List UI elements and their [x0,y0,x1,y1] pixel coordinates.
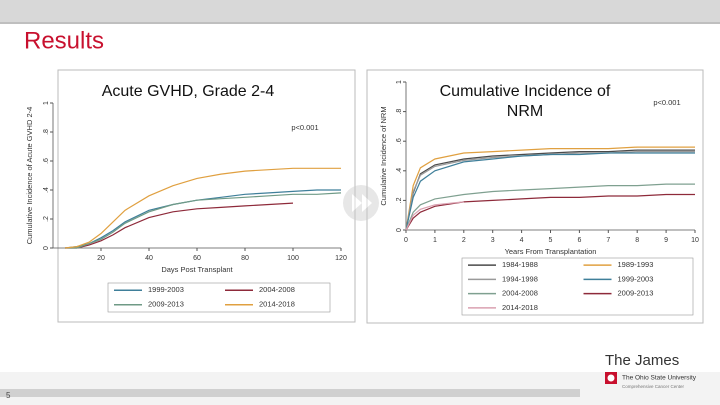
y-tick-label: 1 [43,101,50,105]
x-tick-label: 120 [335,255,347,262]
x-axis-label: Days Post Transplant [161,265,233,274]
center: Comprehensive Cancer Center [622,384,685,389]
y-tick-label: .2 [396,197,403,203]
x-tick-label: 20 [97,255,105,262]
x-tick-label: 8 [635,237,639,244]
legend-label: 2004-2008 [259,285,295,294]
y-tick-label: .8 [43,129,50,135]
legend-label: 2014-2018 [259,300,295,309]
series-line [405,201,464,231]
top-banner [0,0,720,22]
y-tick-label: .2 [43,216,50,222]
annotation: p<0.001 [291,123,318,132]
legend-label: 1999-2003 [148,285,184,294]
page-number: 5 [6,391,11,400]
x-tick-label: 40 [145,255,153,262]
legend-label: 1999-2003 [618,274,654,283]
x-tick-label: 7 [606,237,610,244]
x-tick-label: 100 [287,255,299,262]
university: The Ohio State University [622,375,697,382]
series-line [65,202,294,249]
top-rule [0,22,720,24]
chart-frame [57,69,356,323]
chart-frame [366,69,704,324]
series-line [64,167,341,249]
series-line [405,146,695,231]
x-tick-label: 4 [520,237,524,244]
x-tick-label: 60 [193,255,201,262]
x-tick-label: 80 [241,255,249,262]
legend-label: 2004-2008 [502,289,538,298]
legend-label: 2009-2013 [618,289,654,298]
series-line [405,152,695,231]
legend-label: 1989-1993 [618,260,654,269]
x-tick-label: 2 [462,237,466,244]
y-tick-label: .8 [396,109,403,115]
chart-title: Cumulative Incidence of NRM [439,83,611,120]
legend-label: 2009-2013 [148,300,184,309]
legend-label: 2014-2018 [502,303,538,312]
x-tick-label: 10 [691,237,699,244]
y-axis-label: Cumulative Incidence of Acute GVHD 2-4 [25,107,34,245]
series-line [65,192,342,249]
legend-label: 1984-1988 [502,260,538,269]
x-tick-label: 5 [549,237,553,244]
brand: The James [605,352,679,369]
x-tick-label: 0 [404,237,408,244]
legend-label: 1994-1998 [502,274,538,283]
y-tick-label: .4 [396,168,403,174]
footer-band [0,372,720,405]
annotation: p<0.001 [653,98,680,107]
y-tick-label: .4 [43,187,50,193]
y-tick-label: 0 [396,228,403,232]
y-tick-label: 1 [396,80,403,84]
x-tick-label: 6 [577,237,581,244]
chart-title: Acute GVHD, Grade 2-4 [101,83,275,100]
logo [607,374,615,382]
divider-icon [343,185,379,221]
y-axis-label: Cumulative Incidence of NRM [379,106,388,205]
y-tick-label: 0 [43,246,50,250]
x-tick-label: 9 [664,237,668,244]
legend-box [107,282,331,313]
legend-box [461,257,694,316]
slide-title: Results [24,27,104,54]
y-tick-label: .6 [396,138,403,144]
y-tick-label: .6 [43,158,50,164]
x-axis-label: Years From Transplantation [505,247,597,256]
x-tick-label: 3 [491,237,495,244]
series-line [405,183,695,231]
footer-strip [0,389,580,397]
series-line [405,149,695,231]
x-tick-label: 1 [433,237,437,244]
series-line [405,193,695,231]
